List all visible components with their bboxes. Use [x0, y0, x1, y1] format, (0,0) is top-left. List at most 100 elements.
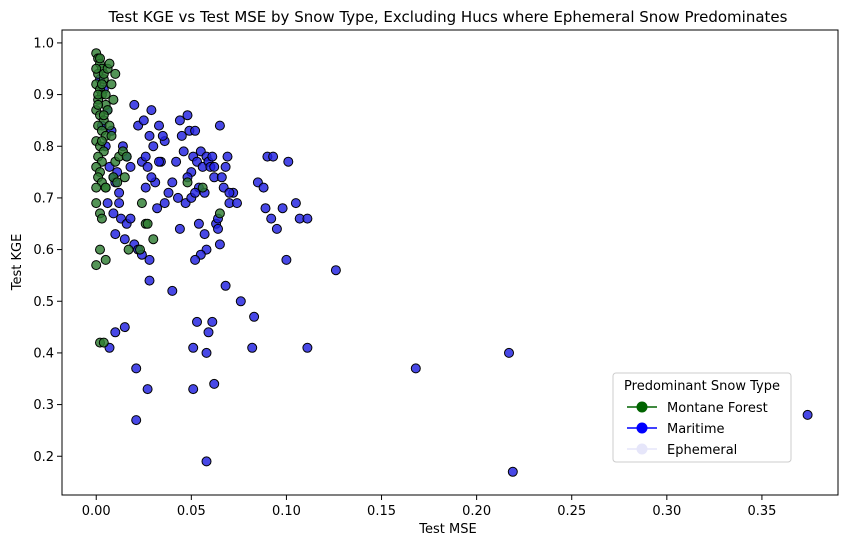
- legend-box: [612, 372, 792, 463]
- chart-title: Test KGE vs Test MSE by Snow Type, Exclu…: [108, 8, 788, 26]
- data-point-maritime: [266, 213, 277, 224]
- data-point-montane-forest: [123, 244, 134, 255]
- data-point-montane-forest: [119, 172, 130, 183]
- data-point-montane-forest: [100, 89, 111, 100]
- x-tick-label: 0.00: [82, 504, 111, 519]
- data-point-maritime: [131, 415, 142, 426]
- data-point-maritime: [144, 254, 155, 265]
- data-point-maritime: [176, 130, 187, 141]
- points-layer: [91, 48, 813, 477]
- data-point-montane-forest: [110, 68, 121, 79]
- y-tick-label: 0.8: [33, 140, 54, 155]
- data-point-maritime: [193, 218, 204, 229]
- legend-marker-ephemeral: [636, 443, 648, 455]
- data-point-maritime: [152, 203, 163, 214]
- legend-marker-maritime: [636, 422, 648, 434]
- data-point-maritime: [330, 265, 341, 276]
- data-point-montane-forest: [91, 260, 102, 271]
- x-tick-label: 0.25: [557, 504, 586, 519]
- data-point-montane-forest: [98, 337, 109, 348]
- legend-label-ephemeral: Ephemeral: [667, 443, 737, 458]
- data-point-maritime: [232, 198, 242, 209]
- data-point-maritime: [220, 161, 231, 172]
- data-point-maritime: [190, 125, 201, 136]
- data-point-maritime: [174, 223, 185, 234]
- data-point-maritime: [214, 120, 225, 131]
- legend: Predominant Snow Type Montane Forest Mar…: [612, 372, 792, 463]
- data-point-maritime: [119, 234, 130, 245]
- data-point-maritime: [174, 115, 185, 126]
- data-point-maritime: [281, 254, 292, 265]
- data-point-maritime: [114, 187, 125, 198]
- data-point-montane-forest: [98, 110, 109, 121]
- y-tick-label: 0.2: [33, 450, 54, 465]
- data-point-maritime: [171, 156, 182, 167]
- data-point-maritime: [154, 120, 164, 131]
- data-point-maritime: [163, 187, 174, 198]
- data-point-maritime: [224, 187, 235, 198]
- data-point-maritime: [142, 384, 153, 395]
- y-axis-label: Test KGE: [10, 234, 25, 292]
- data-point-montane-forest: [96, 136, 107, 147]
- data-point-montane-forest: [100, 254, 111, 265]
- y-tick-label: 0.5: [33, 295, 54, 310]
- data-point-maritime: [125, 213, 136, 224]
- data-point-montane-forest: [136, 198, 147, 209]
- data-point-montane-forest: [214, 208, 225, 219]
- data-point-maritime: [201, 347, 212, 358]
- data-point-maritime: [209, 378, 220, 389]
- data-point-maritime: [207, 316, 218, 327]
- data-point-maritime: [144, 130, 155, 141]
- data-point-maritime: [154, 156, 164, 167]
- data-point-maritime: [146, 172, 157, 183]
- data-point-montane-forest: [91, 198, 102, 209]
- data-point-maritime: [201, 456, 212, 467]
- data-point-montane-forest: [112, 177, 123, 188]
- x-tick-label: 0.15: [367, 504, 396, 519]
- data-point-maritime: [146, 105, 157, 116]
- legend-marker-montane-forest: [636, 401, 648, 413]
- data-point-maritime: [178, 146, 189, 157]
- data-point-maritime: [114, 198, 125, 209]
- data-point-maritime: [129, 99, 140, 110]
- data-point-montane-forest: [106, 79, 117, 90]
- legend-title: Predominant Snow Type: [624, 379, 780, 394]
- data-point-montane-forest: [197, 182, 208, 193]
- data-point-maritime: [271, 223, 282, 234]
- y-tick-label: 0.4: [33, 346, 54, 361]
- data-point-maritime: [148, 141, 159, 152]
- data-point-maritime: [167, 285, 178, 296]
- data-point-maritime: [213, 223, 223, 234]
- x-axis-label: Test MSE: [418, 522, 476, 537]
- data-point-montane-forest: [93, 99, 104, 110]
- y-tick-label: 0.7: [33, 191, 54, 206]
- data-point-montane-forest: [148, 234, 159, 245]
- data-point-montane-forest: [104, 120, 115, 131]
- data-point-maritime: [249, 311, 260, 322]
- data-point-maritime: [504, 347, 514, 358]
- data-point-maritime: [188, 384, 199, 395]
- data-point-montane-forest: [108, 94, 119, 105]
- data-point-maritime: [302, 342, 313, 353]
- data-point-maritime: [247, 342, 258, 353]
- data-point-maritime: [199, 229, 210, 240]
- data-point-maritime: [119, 322, 130, 333]
- data-point-montane-forest: [106, 130, 117, 141]
- data-point-maritime: [142, 161, 153, 172]
- data-point-montane-forest: [96, 79, 107, 90]
- data-point-maritime: [173, 192, 183, 203]
- data-point-maritime: [192, 316, 202, 327]
- data-point-maritime: [277, 203, 288, 214]
- x-tick-label: 0.20: [462, 504, 491, 519]
- data-point-montane-forest: [104, 58, 115, 69]
- y-axis-ticks: 0.2 0.3 0.4 0.5 0.6 0.7 0.8 0.9 1.0: [33, 36, 62, 465]
- data-point-maritime: [125, 161, 136, 172]
- data-point-maritime: [268, 151, 279, 162]
- legend-label-maritime: Maritime: [667, 422, 725, 437]
- data-point-maritime: [283, 156, 294, 167]
- data-point-montane-forest: [142, 218, 153, 229]
- data-point-maritime: [802, 409, 813, 420]
- data-point-maritime: [220, 280, 231, 291]
- data-point-maritime: [302, 213, 313, 224]
